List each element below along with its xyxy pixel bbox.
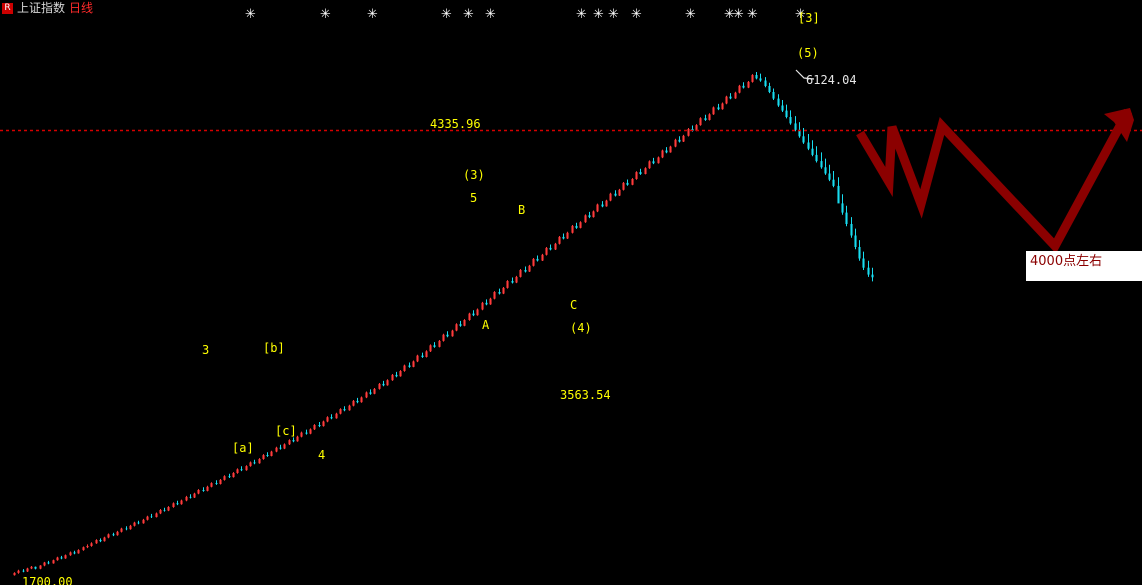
candlestick-series [13, 72, 874, 576]
signal-star-icon: ✳ [320, 7, 331, 22]
wave-label-bracket-b: [b] [263, 341, 285, 355]
signal-star-icon: ✳ [631, 7, 642, 22]
signal-star-icon: ✳ [795, 7, 806, 22]
signal-star-icon: ✳ [747, 7, 758, 22]
peak-pointer-arrow [795, 69, 815, 80]
peak-price: 6124.04 [806, 73, 857, 87]
wave-label-C: C [570, 298, 578, 312]
wave-label-paren-3: (3) [463, 168, 485, 182]
wave-label-A: A [482, 318, 490, 332]
wave-label-bracket-a: [a] [232, 441, 254, 455]
reference-price: 4335.96 [430, 117, 481, 131]
signal-star-icon: ✳ [608, 7, 619, 22]
wave-label-3: 3 [202, 343, 210, 357]
signal-star-icon: ✳ [463, 7, 474, 22]
signal-star-icon: ✳ [245, 7, 256, 22]
signal-star-icon: ✳ [685, 7, 696, 22]
wave-label-B: B [518, 203, 526, 217]
chart-period: 日线 [69, 1, 94, 15]
wave-label-paren-4: (4) [570, 321, 592, 335]
wave-label-4: 4 [318, 448, 326, 462]
wave-label-bracket-c: [c] [275, 424, 297, 438]
signal-star-icon: ✳ [733, 7, 744, 22]
wave-label-bracket-3: [3] [798, 11, 820, 25]
forecast-arrow [856, 108, 1134, 254]
axis-min-price: 1700.00 [22, 575, 73, 585]
signal-star-icon: ✳ [441, 7, 452, 22]
wave-label-5: 5 [470, 191, 478, 205]
record-badge-icon: R [2, 2, 13, 14]
signal-star-icon: ✳ [724, 7, 735, 22]
signal-star-icon: ✳ [593, 7, 604, 22]
signal-star-icon: ✳ [485, 7, 496, 22]
signal-star-icon: ✳ [576, 7, 587, 22]
target-note-box: 4000点左右 [1026, 251, 1142, 281]
chart-header: R 上证指数 日线 [0, 0, 93, 16]
instrument-name: 上证指数 [17, 1, 66, 15]
support-price: 3563.54 [560, 388, 611, 402]
wave-label-paren-5: (5) [797, 46, 819, 60]
signal-star-icon: ✳ [367, 7, 378, 22]
